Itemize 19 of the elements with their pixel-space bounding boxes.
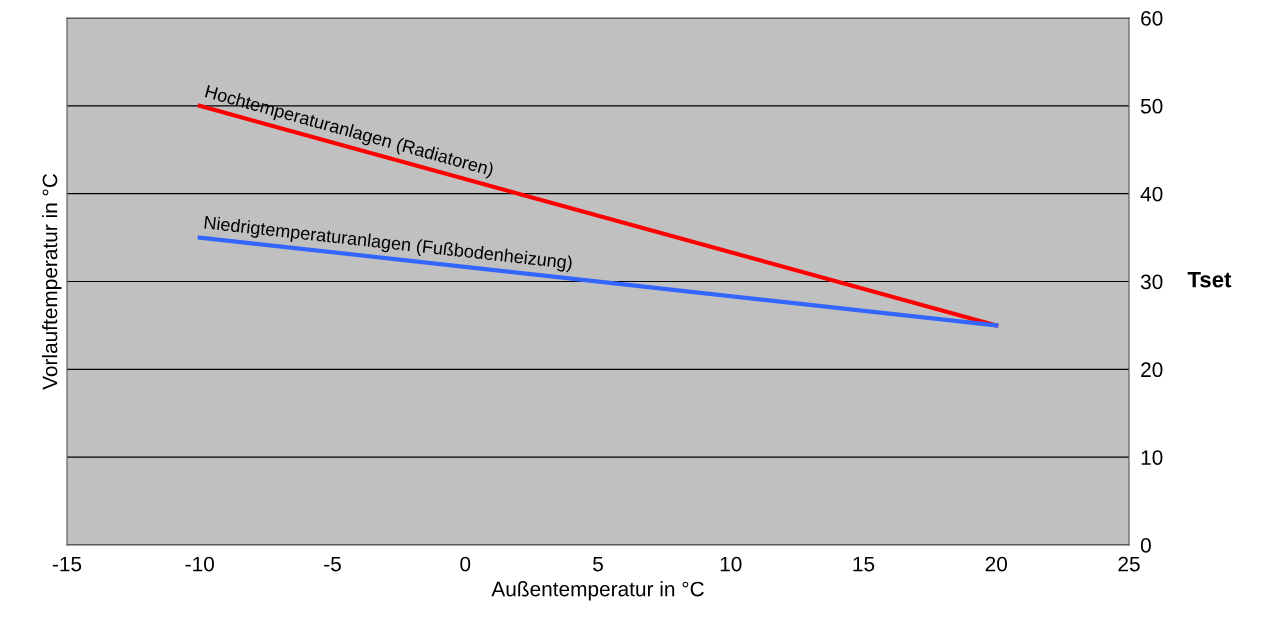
x-tick-label: 15 [853,556,875,572]
x-axis-title: Außentemperatur in °C [491,581,704,601]
x-tick-label: -15 [52,556,82,572]
y2-axis-title: Tset [1187,271,1232,288]
x-tick-label: 10 [720,556,742,572]
x-tick-label: 0 [460,556,471,572]
x-tick-label: 25 [1118,556,1140,572]
y-tick-label: 50 [1140,98,1163,114]
x-tick-label: -10 [185,556,214,572]
y-tick-label: 0 [1140,538,1151,553]
y-tick-label: 30 [1140,274,1163,290]
y-tick-label: 40 [1140,186,1163,202]
x-tick-label: -5 [324,556,341,572]
y-axis-title: Vorlauftemperatur in °C [42,173,62,390]
x-tick-label: 5 [593,556,603,572]
y-tick-label: 60 [1141,11,1163,26]
x-tick-label: 20 [985,556,1008,572]
y-tick-label: 10 [1141,450,1163,465]
y-tick-label: 20 [1141,362,1163,378]
